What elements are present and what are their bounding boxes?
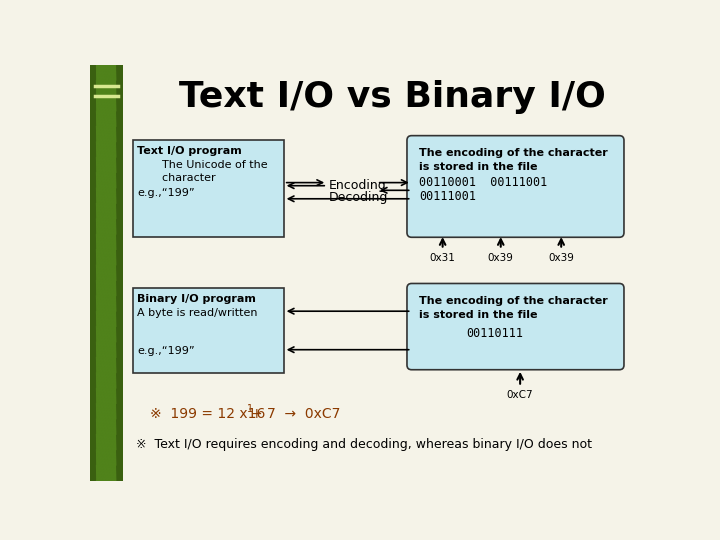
Polygon shape: [96, 65, 117, 481]
FancyBboxPatch shape: [407, 136, 624, 237]
Text: 0x31: 0x31: [430, 253, 456, 262]
Text: 0x39: 0x39: [548, 253, 574, 262]
Text: Encoding: Encoding: [329, 179, 387, 192]
Text: A byte is read/written: A byte is read/written: [138, 308, 258, 318]
Text: The encoding of the character: The encoding of the character: [419, 296, 608, 306]
Text: ※  Text I/O requires encoding and decoding, whereas binary I/O does not: ※ Text I/O requires encoding and decodin…: [137, 438, 593, 451]
Text: e.g.,“199”: e.g.,“199”: [138, 346, 195, 356]
Text: Text I/O program: Text I/O program: [138, 146, 242, 157]
Text: + 7  →  0xC7: + 7 → 0xC7: [251, 408, 341, 421]
Text: 00110111: 00110111: [466, 327, 523, 340]
Text: The Unicode of the: The Unicode of the: [148, 160, 268, 170]
Text: Text I/O vs Binary I/O: Text I/O vs Binary I/O: [179, 80, 606, 114]
Text: 1: 1: [246, 403, 253, 414]
Text: e.g.,“199”: e.g.,“199”: [138, 188, 195, 198]
Text: Decoding: Decoding: [329, 191, 388, 204]
FancyBboxPatch shape: [407, 284, 624, 370]
FancyBboxPatch shape: [132, 140, 284, 237]
Polygon shape: [90, 65, 122, 481]
Text: character: character: [148, 173, 216, 184]
Text: Binary I/O program: Binary I/O program: [138, 294, 256, 304]
Text: 00110001  00111001: 00110001 00111001: [419, 176, 548, 188]
Text: ※  199 = 12 x16: ※ 199 = 12 x16: [150, 408, 266, 421]
Text: is stored in the file: is stored in the file: [419, 309, 538, 320]
Text: 0x39: 0x39: [488, 253, 513, 262]
Text: 00111001: 00111001: [419, 190, 477, 202]
Text: 0xC7: 0xC7: [507, 390, 534, 400]
Text: is stored in the file: is stored in the file: [419, 162, 538, 172]
Text: The encoding of the character: The encoding of the character: [419, 148, 608, 158]
FancyBboxPatch shape: [132, 288, 284, 373]
